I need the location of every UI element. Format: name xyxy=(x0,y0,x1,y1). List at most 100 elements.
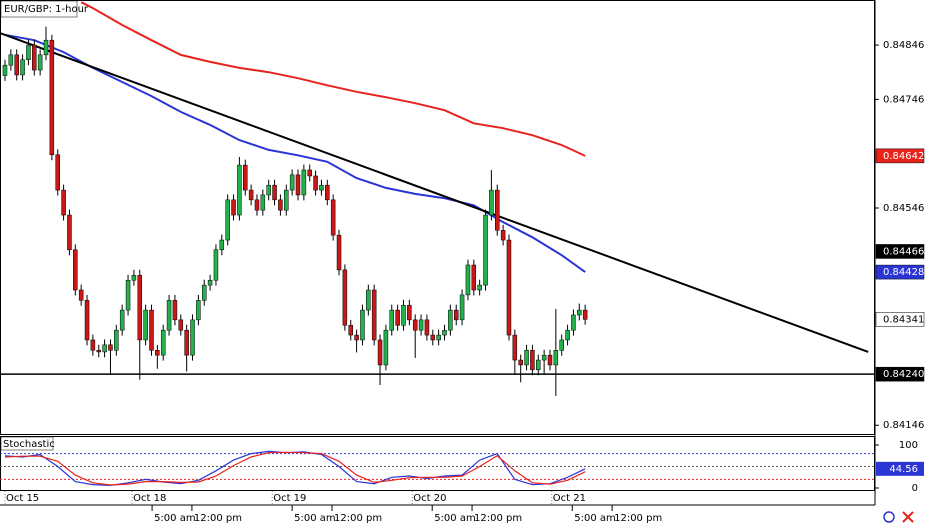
x-tick-label: Oct 18 xyxy=(133,493,166,504)
candle-body xyxy=(284,189,289,211)
candle-body xyxy=(407,304,412,321)
x-tick-label: Oct 20 xyxy=(413,493,446,504)
stochastic-line xyxy=(4,451,586,486)
y-tick-label: 0.84146 xyxy=(883,420,924,431)
candle-body xyxy=(37,54,43,71)
candle-body xyxy=(371,289,377,341)
candle-body xyxy=(260,194,266,211)
candle-body xyxy=(119,309,125,331)
candle-body xyxy=(559,339,564,351)
candle-body xyxy=(213,249,219,281)
candle-body xyxy=(342,269,348,326)
price-label-box xyxy=(875,264,925,280)
toolbar-icons[interactable] xyxy=(883,511,914,523)
candle-body xyxy=(448,309,453,331)
candle-body xyxy=(547,354,553,366)
candle-body xyxy=(248,189,254,201)
candle-body xyxy=(43,39,49,56)
candle-body xyxy=(67,214,72,251)
candle-body xyxy=(90,339,96,351)
y-tick-label: 0.84846 xyxy=(883,40,924,51)
candle-body xyxy=(289,174,295,191)
candle-body xyxy=(336,234,342,271)
candle-body xyxy=(196,300,201,321)
candle-body xyxy=(453,309,459,321)
price-label: 0.84341 xyxy=(883,314,924,325)
candle-body xyxy=(436,334,441,341)
candle-body xyxy=(237,164,242,216)
x-tick-label: 5:00 am xyxy=(294,513,336,524)
stochastic-title: Stochastic xyxy=(3,439,55,450)
link-icon[interactable] xyxy=(883,511,895,523)
candle-body xyxy=(295,174,301,196)
price-label: 0.84642 xyxy=(883,151,924,162)
indicator-line xyxy=(80,1,586,157)
price-label-box xyxy=(875,366,925,382)
close-icon[interactable] xyxy=(902,511,914,523)
price-label-box xyxy=(875,244,925,259)
candle-body xyxy=(219,239,225,251)
candle-body xyxy=(207,279,213,286)
candle-body xyxy=(518,359,523,366)
candle-body xyxy=(96,350,101,353)
candle-body xyxy=(536,359,541,371)
candle-body xyxy=(395,309,400,326)
x-tick-label: Oct 19 xyxy=(273,493,306,504)
x-tick-label: 5:00 am xyxy=(154,513,196,524)
candle-body xyxy=(383,329,389,366)
candle-body xyxy=(14,54,19,76)
candle-body xyxy=(131,275,137,281)
candle-body xyxy=(137,275,143,341)
candle-body xyxy=(155,350,160,356)
candle-body xyxy=(477,284,482,291)
candle-body xyxy=(102,344,107,353)
x-tick-label: 12:00 pm xyxy=(474,513,522,524)
candle-body xyxy=(360,309,365,341)
x-tick-label: Oct 21 xyxy=(553,493,586,504)
candle-body xyxy=(459,294,465,321)
stochastic-label: 44.56 xyxy=(889,464,918,475)
candle-body xyxy=(330,199,336,236)
candle-body xyxy=(412,319,418,331)
candle-body xyxy=(254,199,260,211)
x-tick-label: 12:00 pm xyxy=(194,513,242,524)
stochastic-tick-label: 0 xyxy=(912,483,918,494)
price-label-box xyxy=(875,148,925,164)
candle-body xyxy=(530,350,535,371)
indicator-line xyxy=(0,32,869,353)
price-label: 0.84466 xyxy=(883,246,924,257)
candle-body xyxy=(26,44,31,60)
candle-body xyxy=(278,199,283,211)
candle-body xyxy=(582,309,588,320)
candle-body xyxy=(541,354,547,361)
candle-body xyxy=(172,300,178,321)
candle-body xyxy=(2,64,8,76)
candle-body xyxy=(389,309,395,331)
candle-body xyxy=(61,189,66,216)
candle-body xyxy=(401,304,406,326)
x-tick-label: Oct 15 xyxy=(6,493,39,504)
candle-body xyxy=(424,319,430,336)
candle-body xyxy=(78,289,84,301)
candle-body xyxy=(366,289,371,311)
candle-body xyxy=(108,344,113,351)
candle-body xyxy=(354,334,359,341)
candle-body xyxy=(184,329,189,356)
candle-body xyxy=(377,339,383,366)
candle-body xyxy=(418,319,424,331)
x-tick-label: 5:00 am xyxy=(434,513,476,524)
candle-body xyxy=(319,184,324,191)
candle-body xyxy=(506,239,512,336)
candle-body xyxy=(266,184,271,196)
candle-body xyxy=(114,329,119,351)
candle-body xyxy=(325,184,330,201)
candle-body xyxy=(553,350,559,366)
chart-title: EUR/GBP: 1-hour xyxy=(4,4,89,15)
candle-body xyxy=(178,319,184,331)
candle-body xyxy=(489,189,494,216)
candle-body xyxy=(430,334,436,341)
candle-body xyxy=(565,329,570,341)
candle-body xyxy=(465,264,471,296)
